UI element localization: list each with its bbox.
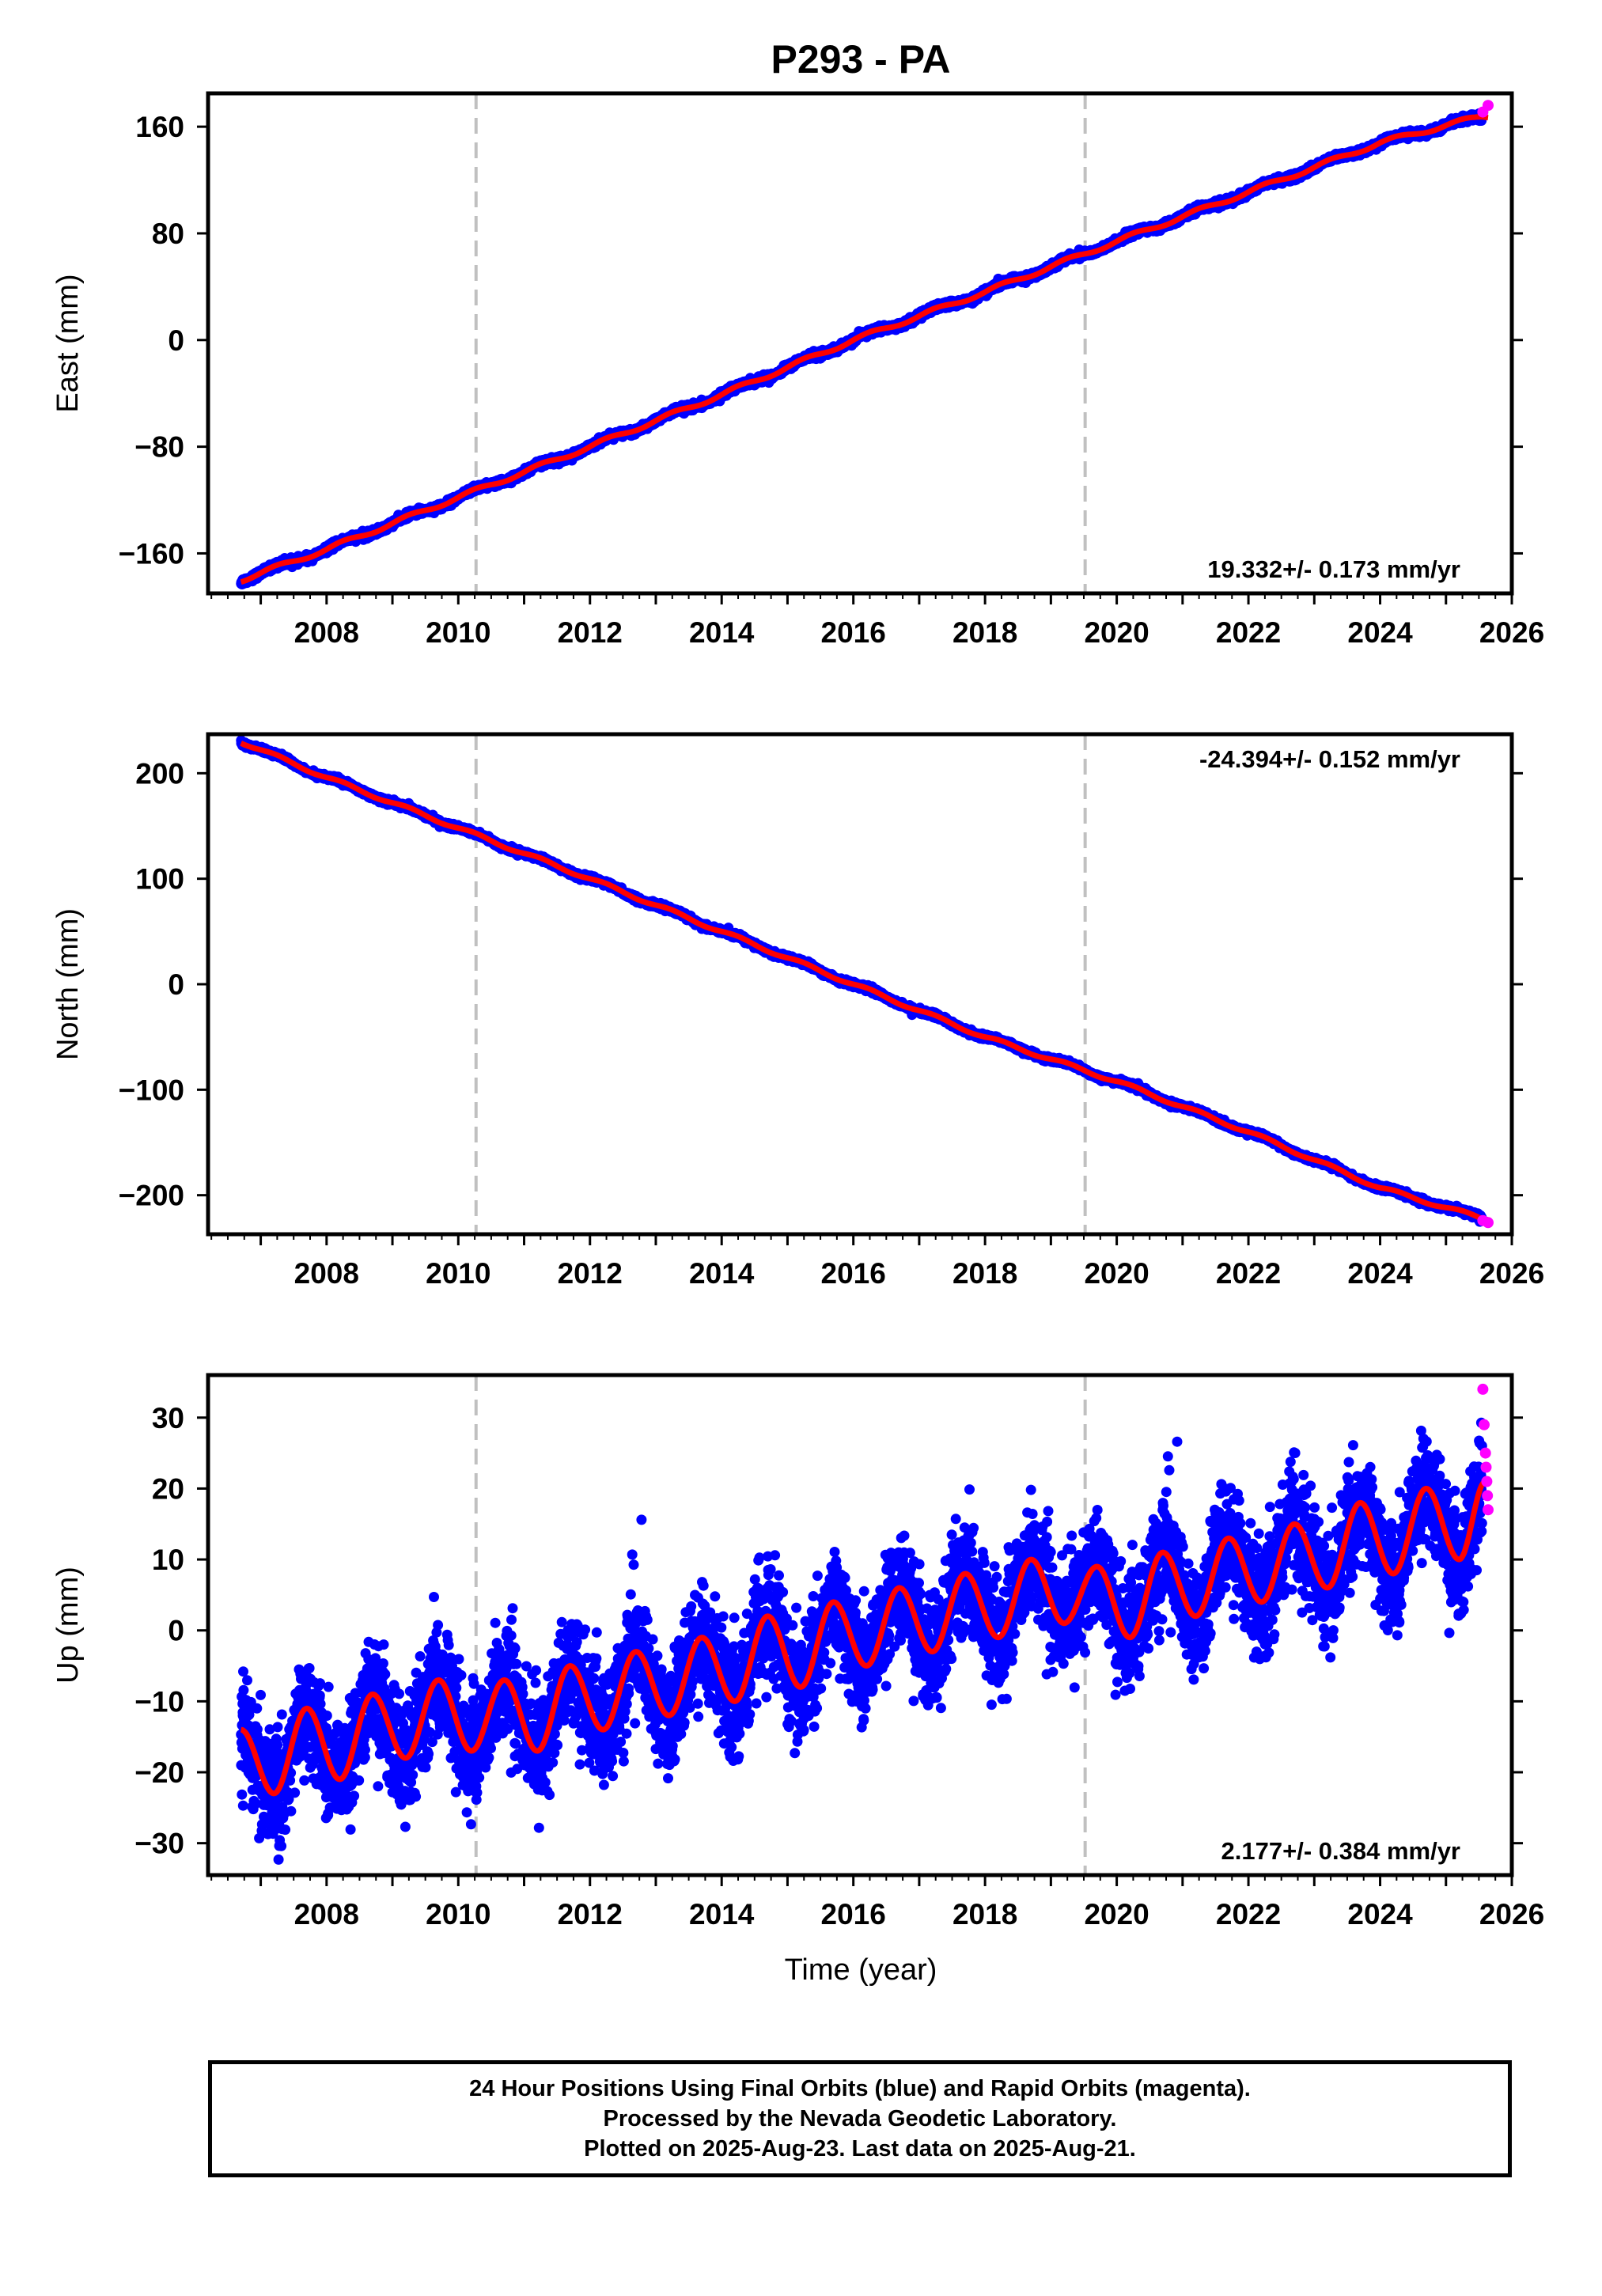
x-axis-label: Time (year) xyxy=(785,1953,937,1987)
east-data xyxy=(236,100,1494,589)
chart-title: P293 - PA xyxy=(771,37,951,81)
east-final-orbit-points xyxy=(236,108,1487,589)
